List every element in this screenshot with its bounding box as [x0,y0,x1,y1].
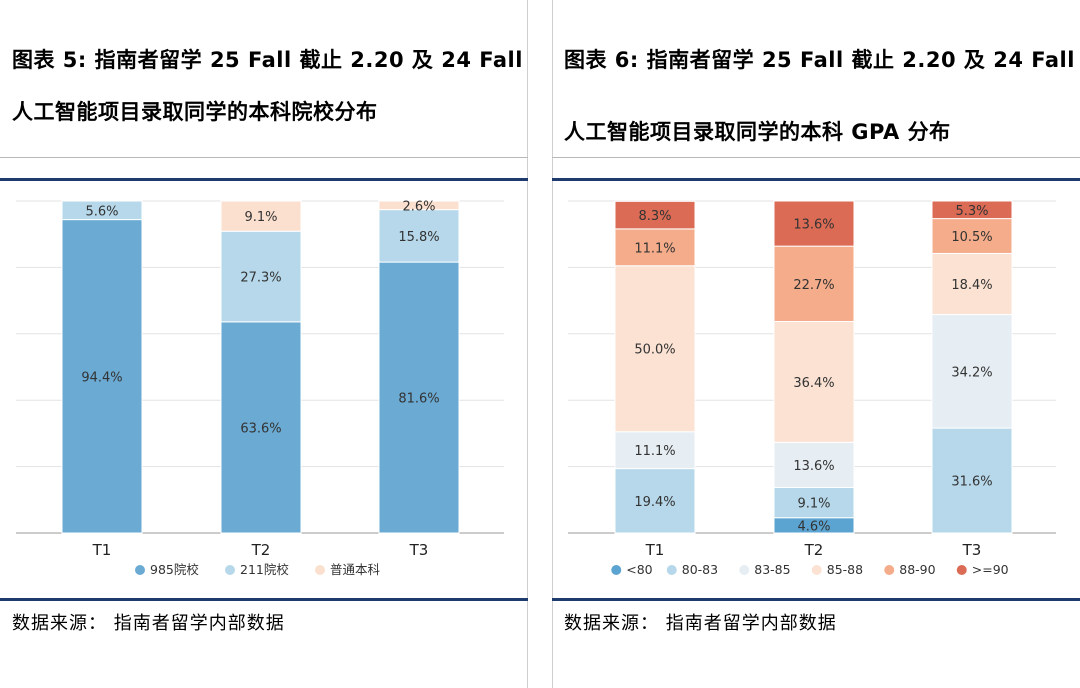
data-label: 13.6% [793,218,834,233]
data-label: 9.1% [244,210,277,225]
bar-segment-t1-4 [614,228,696,267]
legend-swatch [135,565,145,575]
data-label: 2.6% [402,199,435,214]
legend-swatch [811,565,822,575]
x-tick-label: T2 [804,541,824,559]
bar-segment-t2-3 [773,321,855,443]
bar-segment-t2-1 [773,487,855,519]
data-label: 11.1% [634,241,675,256]
legend-label: 83-85 [754,562,790,577]
legend-swatch [315,565,325,575]
legend-label: 85-88 [827,562,863,577]
x-tick-label: T3 [962,541,982,559]
legend-label: 80-83 [682,562,718,577]
bar-segment-t3-1 [931,427,1013,534]
data-label: 8.3% [638,209,671,224]
bar-segment-t3-1 [378,209,460,263]
data-label: 5.3% [955,204,988,219]
data-label: 10.5% [951,230,992,245]
data-label: 19.4% [634,495,675,510]
bar-segment-t1-1 [61,200,143,221]
bar-segment-t2-5 [773,200,855,247]
bar-segment-t3-2 [931,314,1013,429]
bar-segment-t3-5 [931,200,1013,220]
bar-segment-t3-0 [378,261,460,534]
bar-segment-t3-2 [378,200,460,211]
source-note: 数据来源： 指南者留学内部数据 [564,613,837,634]
figure-title-line1: 图表 5: 指南者留学 25 Fall 截止 2.20 及 24 Fall [12,48,523,72]
legend-label: 985院校 [150,562,199,577]
legend-label: 211院校 [240,562,289,577]
divider-left [527,0,528,688]
legend-swatch [884,565,895,575]
legend-swatch [666,565,677,575]
data-label: 15.8% [398,230,439,245]
bar-segment-t2-2 [220,200,302,232]
chart-top-rule [0,178,528,181]
bar-segment-t2-1 [220,230,302,323]
bar-segment-t3-3 [931,252,1013,316]
data-label: 27.3% [240,271,281,286]
undergrad-school-chart: 94.4% 5.6% T1 63.6% 27.3% 9.1% T2 81.6% 15.8% 2.6… [16,199,504,577]
data-label: 94.4% [81,370,122,385]
undergrad-gpa-chart: 19.4% 11.1% 50.0% 11.1% 8.3% T1 4.6% 9.1% 13.6% 3… [568,200,1056,577]
legend-label: 88-90 [899,562,935,577]
figure-title-line1: 图表 6: 指南者留学 25 Fall 截止 2.20 及 24 Fall [564,48,1075,72]
bar-segment-t2-0 [220,321,302,534]
data-label: 5.6% [85,204,118,219]
x-tick-label: T1 [92,541,112,559]
figure-title-line2: 人工智能项目录取同学的本科 GPA 分布 [564,120,951,144]
title-separator [552,157,1080,158]
data-label: 63.6% [240,421,281,436]
data-label: 9.1% [797,497,830,512]
chart-top-rule [552,178,1080,181]
x-tick-label: T1 [645,541,665,559]
x-tick-label: T2 [251,541,271,559]
legend-label: 普通本科 [330,562,381,577]
chart-bottom-rule [552,598,1080,601]
data-label: 34.2% [951,365,992,380]
data-label: 81.6% [398,392,439,407]
chart-bottom-rule [0,598,528,601]
figure-title-line2: 人工智能项目录取同学的本科院校分布 [12,100,378,124]
bar-segment-t1-3 [614,265,696,433]
data-label: 50.0% [634,343,675,358]
data-label: 31.6% [951,475,992,490]
figure-panel-6: 图表 6: 指南者留学 25 Fall 截止 2.20 及 24 Fall 人工… [552,0,1080,688]
data-label: 4.6% [797,519,830,534]
bar-segment-t1-0 [61,219,143,534]
data-label: 18.4% [951,278,992,293]
divider-right [552,0,553,688]
legend-label: <80 [626,562,652,577]
bar-segment-t2-4 [773,245,855,323]
data-label: 36.4% [793,376,834,391]
bar-segment-t3-4 [931,218,1013,254]
bar-segment-t1-1 [614,468,696,534]
bar-segment-t2-2 [773,441,855,489]
data-label: 11.1% [634,444,675,459]
legend-swatch [956,565,967,575]
data-label: 13.6% [793,459,834,474]
x-tick-label: T3 [409,541,429,559]
legend-swatch [739,565,750,575]
data-label: 22.7% [793,278,834,293]
bar-segment-t1-5 [614,200,696,230]
legend-swatch [225,565,235,575]
bar-segment-t1-2 [614,431,696,470]
legend-label: >=90 [972,562,1009,577]
title-separator [0,157,528,158]
figure-panel-5: 图表 5: 指南者留学 25 Fall 截止 2.20 及 24 Fall 人工… [0,0,528,688]
legend-swatch [611,565,622,575]
source-note: 数据来源： 指南者留学内部数据 [12,613,285,634]
